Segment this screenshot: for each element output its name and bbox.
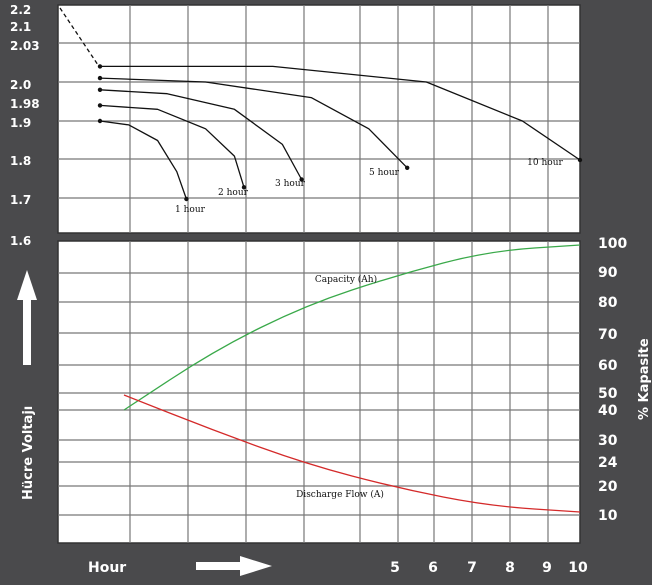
curve-end-point [405, 165, 410, 170]
hour-label: Hour [88, 560, 126, 576]
y-tick-label: 2.1 [10, 20, 31, 34]
x-tick-label: 9 [542, 560, 552, 576]
y2-tick-label: 100 [598, 236, 627, 252]
y2-tick-label: 50 [598, 386, 618, 402]
x-tick-label: 10 [568, 560, 588, 576]
y-tick-label: 2.0 [10, 78, 31, 92]
right-arrow-icon [196, 556, 272, 576]
curve-end-point [577, 157, 583, 163]
upper-grid [58, 5, 580, 233]
y-tick-label: 1.7 [10, 193, 31, 207]
left-axis-title: Hücre Voltajı [21, 406, 36, 500]
y-tick-label: 1.8 [10, 154, 31, 168]
curve-end-point [241, 185, 247, 190]
y2-tick-label: 24 [598, 455, 618, 471]
upper-plot-panel [57, 4, 581, 234]
curve-start-point [97, 87, 103, 93]
curve-label: 3 hour [275, 179, 306, 189]
y2-tick-label: 90 [598, 265, 618, 281]
y2-tick-label: 30 [598, 433, 618, 449]
capacity-curve [123, 394, 581, 513]
curve-label: 10 hour [527, 158, 563, 168]
y2-tick-label: 40 [598, 403, 618, 419]
curve-label: 5 hour [369, 168, 400, 178]
curve-end-point [299, 177, 304, 182]
y-tick-label: 1.6 [10, 234, 31, 248]
curve-end-point [184, 196, 189, 202]
lower-plot-panel [57, 240, 581, 544]
upper-curves: 1 hour 2 hour 3 hour 5 hour 10 hour [59, 7, 583, 215]
left-axis-title-group: Hücre Voltajı [17, 270, 37, 500]
x-tick-label: 7 [467, 560, 477, 576]
y-tick-label: 2.2 [10, 3, 31, 17]
voltage-curve [99, 89, 303, 180]
lower-grid [58, 241, 580, 543]
voltage-curve [99, 77, 408, 169]
left-tick-labels: 2.2 2.1 2.03 2.0 1.98 1.9 1.8 1.7 1.6 [10, 3, 40, 248]
curve-start-point [97, 118, 103, 124]
voltage-curve [100, 65, 581, 161]
discharge-label: Discharge Flow (A) [296, 489, 384, 500]
curve-start-point [97, 103, 103, 108]
bottom-tick-labels: 5 6 7 8 9 10 [390, 560, 588, 576]
up-arrow-icon [17, 270, 37, 365]
capacity-curve [123, 244, 581, 411]
y2-tick-label: 60 [598, 358, 618, 374]
curve-start-point [97, 75, 103, 81]
y2-tick-label: 10 [598, 508, 618, 524]
lower-curves: Capacity (Ah) Discharge Flow (A) [123, 244, 581, 513]
dashed-start-line [59, 7, 101, 69]
curve-label: 2 hour [218, 188, 249, 198]
y-tick-label: 2.03 [10, 39, 40, 53]
y2-tick-label: 80 [598, 295, 618, 311]
x-tick-label: 6 [428, 560, 438, 576]
x-tick-label: 5 [390, 560, 400, 576]
y2-tick-label: 20 [598, 479, 618, 495]
y2-tick-label: 70 [598, 327, 618, 343]
x-tick-label: 8 [505, 560, 515, 576]
y-tick-label: 1.9 [10, 116, 31, 130]
capacity-label: Capacity (Ah) [315, 274, 377, 285]
y-tick-label: 1.98 [10, 97, 40, 111]
curve-label: 1 hour [175, 205, 206, 215]
voltage-curve [99, 120, 188, 200]
right-axis-title: % Kapasite [637, 338, 652, 420]
voltage-curve [99, 104, 245, 188]
